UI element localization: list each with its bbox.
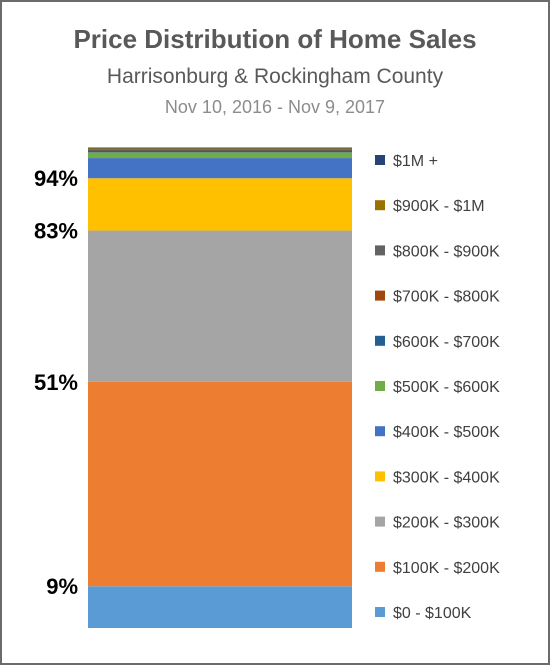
bar-segment-3 [88, 178, 352, 231]
legend-swatch-10 [375, 607, 385, 617]
legend-label-5: $500K - $600K [393, 379, 500, 396]
legend-swatch-0 [375, 155, 385, 165]
legend-swatch-3 [375, 290, 385, 301]
legend-label-0: $1M + [393, 153, 438, 170]
bar-segment-7 [88, 149, 352, 151]
legend-swatch-5 [375, 381, 385, 391]
chart-title: Price Distribution of Home Sales [73, 24, 477, 54]
cumulative-percent-labels: 9% 51% 83% 94% [34, 166, 78, 599]
bar-segment-2 [88, 230, 352, 382]
cumulative-label-3: 94% [34, 166, 78, 191]
chart-subtitle: Harrisonburg & Rockingham County [106, 65, 444, 88]
legend-label-2: $800K - $900K [393, 243, 500, 260]
bar-segment-1 [88, 381, 352, 587]
legend-swatch-8 [375, 516, 385, 527]
bar-segment-8 [88, 148, 352, 150]
legend: $1M + $900K - $1M $800K - $900K $700K - $80… [375, 153, 500, 622]
stacked-bar [88, 147, 352, 628]
legend-label-4: $600K - $700K [393, 334, 500, 351]
legend-swatch-2 [375, 245, 385, 256]
bar-segment-10 [88, 147, 352, 149]
legend-label-6: $400K - $500K [393, 424, 500, 441]
bar-segment-0 [88, 586, 352, 628]
legend-swatch-1 [375, 200, 385, 211]
legend-swatch-4 [375, 335, 385, 346]
legend-swatch-6 [375, 426, 385, 437]
legend-label-8: $200K - $300K [393, 515, 500, 532]
cumulative-label-0: 9% [46, 574, 78, 599]
bar-segment-4 [88, 158, 352, 179]
chart-date-range: Nov 10, 2016 - Nov 9, 2017 [164, 97, 386, 117]
bar-segment-9 [88, 148, 352, 149]
legend-label-9: $100K - $200K [393, 560, 500, 577]
legend-label-10: $0 - $100K [393, 605, 472, 622]
bar-segment-5 [88, 152, 352, 159]
legend-label-1: $900K - $1M [393, 198, 485, 215]
bar-segment-6 [88, 150, 352, 153]
cumulative-label-2: 83% [34, 219, 78, 244]
legend-swatch-7 [375, 471, 385, 482]
cumulative-label-1: 51% [34, 370, 78, 395]
legend-label-7: $300K - $400K [393, 469, 500, 486]
legend-swatch-9 [375, 561, 385, 572]
legend-label-3: $700K - $800K [393, 289, 500, 306]
